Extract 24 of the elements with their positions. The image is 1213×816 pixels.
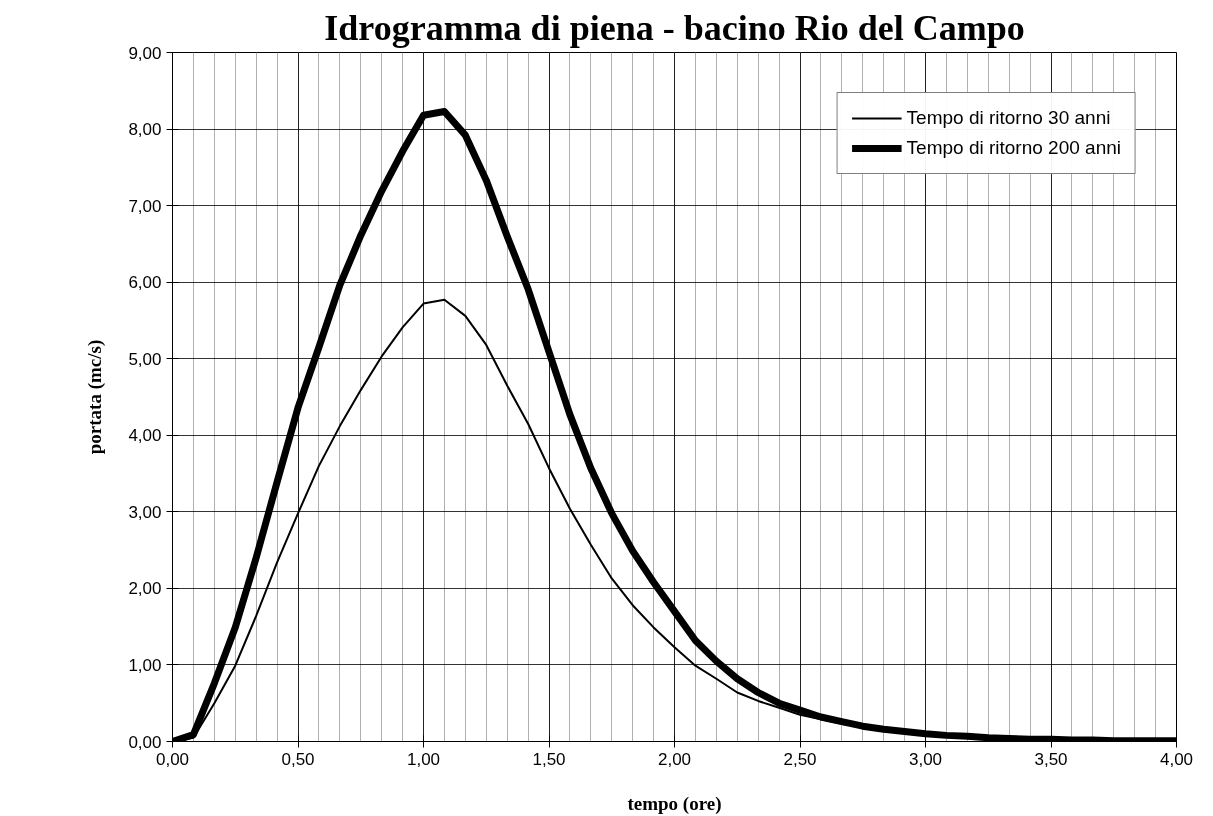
x-tick-label: 0,00 [155, 749, 190, 769]
x-tick-label: 3,50 [1034, 749, 1068, 769]
y-tick-label: 0,00 [128, 732, 162, 752]
y-tick-label: 6,00 [128, 273, 162, 293]
x-axis-title: tempo (ore) [627, 792, 722, 815]
y-tick-label: 8,00 [128, 120, 162, 140]
y-tick-label: 4,00 [128, 426, 162, 446]
chart-title: Idrogramma di piena - bacino Rio del Campo [324, 7, 1025, 48]
x-tick-label: 2,00 [657, 749, 692, 769]
x-tick-label: 1,50 [532, 749, 566, 769]
x-tick-label: 1,00 [406, 749, 441, 769]
y-tick-label: 3,00 [128, 502, 162, 522]
x-tick-label: 0,50 [281, 749, 315, 769]
legend-label: Tempo di ritorno 200 anni [906, 137, 1121, 159]
legend-label: Tempo di ritorno 30 anni [906, 107, 1111, 129]
y-tick-label: 1,00 [128, 655, 162, 675]
x-tick-label: 4,00 [1159, 749, 1194, 769]
x-tick-label: 3,00 [908, 749, 943, 769]
y-tick-label: 5,00 [128, 349, 162, 369]
y-tick-label: 7,00 [128, 196, 162, 216]
y-axis-title: portata (mc/s) [84, 339, 107, 455]
y-tick-label: 9,00 [128, 43, 162, 63]
y-tick-label: 2,00 [128, 579, 162, 599]
x-tick-label: 2,50 [783, 749, 817, 769]
